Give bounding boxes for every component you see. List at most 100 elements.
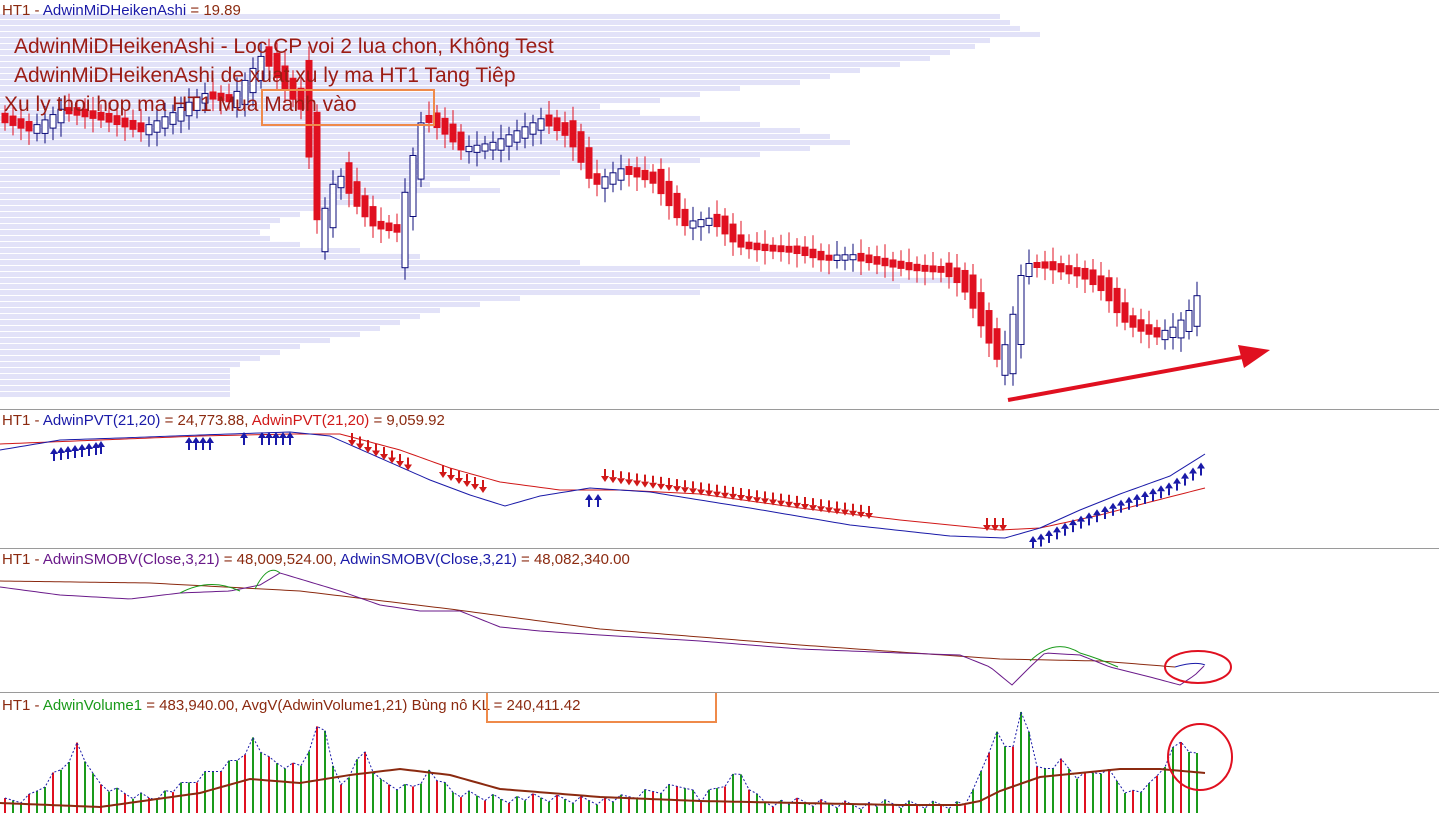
candle-body: [625, 166, 633, 175]
sell-signal-arrow: [644, 474, 646, 482]
candle-body: [801, 246, 809, 257]
candle-body: [65, 107, 73, 115]
sell-signal-arrow: [732, 486, 734, 494]
sell-signal-arrow: [367, 440, 369, 447]
candle-body: [257, 55, 265, 82]
volume-profile-bar: [0, 212, 300, 217]
volume-profile-bar: [0, 38, 990, 43]
volume-profile-bar: [0, 68, 860, 73]
candle-body: [633, 167, 641, 178]
volume-profile-bar: [0, 320, 400, 325]
candle-body: [489, 141, 497, 151]
buy-signal-arrow: [199, 437, 207, 443]
candle-body: [121, 117, 129, 128]
pvt-title-prefix: HT1 -: [2, 412, 43, 429]
trend-arrow-head: [1238, 345, 1270, 368]
sell-signal-arrow: [609, 477, 617, 484]
sell-signal-arrow: [793, 502, 801, 509]
candle-body: [577, 131, 585, 163]
candle-body: [305, 59, 313, 158]
pane-separator: [0, 692, 1439, 693]
candle-body: [417, 122, 425, 180]
sell-signal-arrow: [383, 447, 385, 454]
sell-signal-arrow: [697, 489, 705, 496]
sell-signal-arrow: [636, 473, 638, 481]
candle-body: [897, 260, 905, 269]
candle-body: [313, 111, 321, 221]
buy-signal-arrow: [1064, 528, 1066, 536]
pvt-series1-name: AdwinPVT(21,20): [42, 412, 161, 429]
sell-signal-arrow: [676, 479, 678, 487]
volume-profile-bar: [0, 266, 760, 271]
sell-signal-arrow: [620, 471, 622, 479]
candle-body: [217, 92, 225, 101]
volume-profile-bar: [0, 188, 500, 193]
sell-signal-arrow: [399, 454, 401, 461]
buy-signal-arrow: [50, 448, 58, 454]
sell-signal-arrow: [466, 474, 468, 481]
sell-signal-arrow: [474, 477, 476, 484]
volume-profile-bar: [0, 152, 760, 157]
buy-signal-arrow: [1168, 488, 1170, 496]
candle-body: [81, 108, 89, 118]
candle-body: [673, 192, 681, 219]
buy-signal-arrow: [64, 446, 72, 452]
pvt-pane: HT1 - AdwinPVT(21,20) = 24,773.88, Adwin…: [0, 410, 1439, 548]
obv-pane-title: HT1 - AdwinSMOBV(Close,3,21) = 48,009,52…: [2, 551, 630, 569]
candle-body: [809, 248, 817, 259]
volume-profile-bar: [0, 272, 900, 277]
smobv-green-segment: [179, 583, 241, 594]
candle-body: [273, 52, 281, 79]
volume-profile-bar: [0, 92, 700, 97]
volume-profile-bar: [0, 314, 420, 319]
candle-body: [153, 120, 161, 133]
candle-body: [209, 91, 217, 100]
buy-signal-arrow: [67, 452, 69, 459]
volume-profile-bar: [0, 278, 960, 283]
candle-body: [825, 254, 833, 261]
sell-signal-arrow: [388, 457, 396, 464]
candle-body: [529, 122, 537, 135]
sell-signal-arrow: [612, 470, 614, 478]
candle-body: [1185, 310, 1193, 332]
candle-body: [657, 168, 665, 195]
candle-body: [785, 245, 793, 253]
candle-body: [873, 256, 881, 265]
volume-profile-bar: [0, 140, 850, 145]
candle-body: [889, 259, 897, 268]
candle-body: [169, 112, 177, 125]
volume-profile-bar: [0, 362, 240, 367]
buy-signal-arrow: [597, 500, 599, 507]
volume-profile-bar: [0, 296, 520, 301]
candle-body: [377, 220, 385, 230]
buy-signal-arrow: [1077, 515, 1085, 522]
price-title-value: = 19.89: [186, 2, 241, 19]
volume-profile-bar: [0, 164, 650, 169]
candle-body: [1177, 319, 1185, 339]
candle-body: [713, 213, 721, 228]
sell-signal-arrow: [673, 486, 681, 493]
buy-signal-arrow: [1104, 512, 1106, 519]
sell-signal-arrow: [617, 478, 625, 485]
volume-profile-bar: [0, 218, 280, 223]
buy-signal-arrow: [1141, 491, 1149, 497]
candle-body: [561, 122, 569, 136]
buy-signal-arrow: [100, 447, 102, 454]
candle-body: [745, 241, 753, 250]
buy-signal-arrow: [1109, 502, 1117, 509]
candle-body: [1017, 275, 1025, 345]
sell-signal-arrow: [447, 475, 455, 481]
candle-body: [473, 144, 481, 153]
buy-signal-arrow: [1133, 493, 1141, 500]
buy-signal-arrow: [1192, 473, 1194, 481]
candle-body: [241, 79, 249, 106]
candle-body: [969, 274, 977, 309]
buy-signal-arrow: [282, 438, 284, 445]
buy-signal-arrow: [60, 453, 62, 460]
buy-signal-arrow: [1117, 499, 1125, 506]
buy-signal-arrow: [209, 443, 211, 450]
sell-signal-arrow: [852, 503, 854, 511]
candle-body: [409, 155, 417, 217]
candle-body: [49, 114, 57, 129]
buy-signal-arrow: [289, 438, 291, 445]
